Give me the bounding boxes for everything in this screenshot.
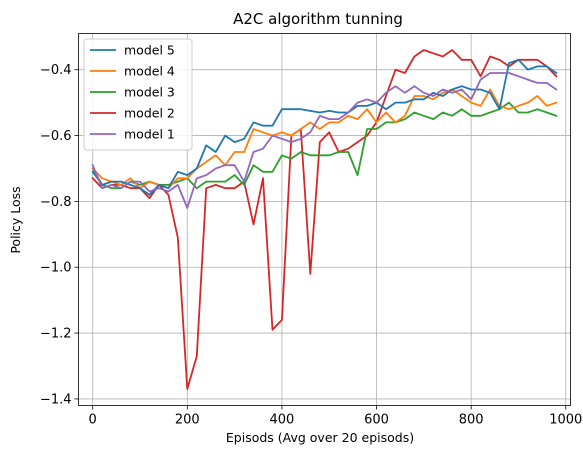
x-tick-label: 200 <box>175 413 200 428</box>
x-tick-label: 400 <box>270 413 295 428</box>
y-tick-label: −1.0 <box>40 261 72 276</box>
series-line-model-1 <box>91 72 558 209</box>
x-axis-ticks: 0 200 400 600 800 1000 <box>89 405 582 428</box>
y-axis-label: Policy Loss <box>8 186 23 253</box>
y-tick-label: −1.2 <box>40 327 72 342</box>
legend-label: model 4 <box>124 64 175 79</box>
legend-label: model 3 <box>124 85 175 100</box>
y-tick-label: −0.4 <box>40 63 72 78</box>
y-tick-label: −1.4 <box>40 392 72 407</box>
legend-box <box>83 38 193 151</box>
x-tick-label: 0 <box>89 413 97 428</box>
x-axis-label: Episods (Avg over 20 episods) <box>226 430 414 445</box>
y-tick-label: −0.6 <box>40 129 72 144</box>
grid-lines <box>78 33 571 406</box>
legend-label: model 2 <box>124 106 175 121</box>
x-tick-label: 800 <box>459 413 484 428</box>
axes-frame <box>78 33 571 406</box>
legend-label: model 5 <box>124 43 175 58</box>
y-tick-label: −0.8 <box>40 195 72 210</box>
series-line-model-2 <box>91 49 558 390</box>
y-axis-ticks: −1.4 −1.2 −1.0 −0.8 −0.6 −0.4 <box>40 63 79 407</box>
x-tick-label: 600 <box>364 413 389 428</box>
x-tick-label: 1000 <box>549 413 582 428</box>
chart-title: A2C algorithm tunning <box>233 10 403 28</box>
series-line-model-5 <box>91 58 558 196</box>
legend: model 5 model 4 model 3 model 2 model 1 <box>83 38 193 151</box>
plot-area <box>91 49 558 390</box>
legend-label: model 1 <box>124 127 175 142</box>
